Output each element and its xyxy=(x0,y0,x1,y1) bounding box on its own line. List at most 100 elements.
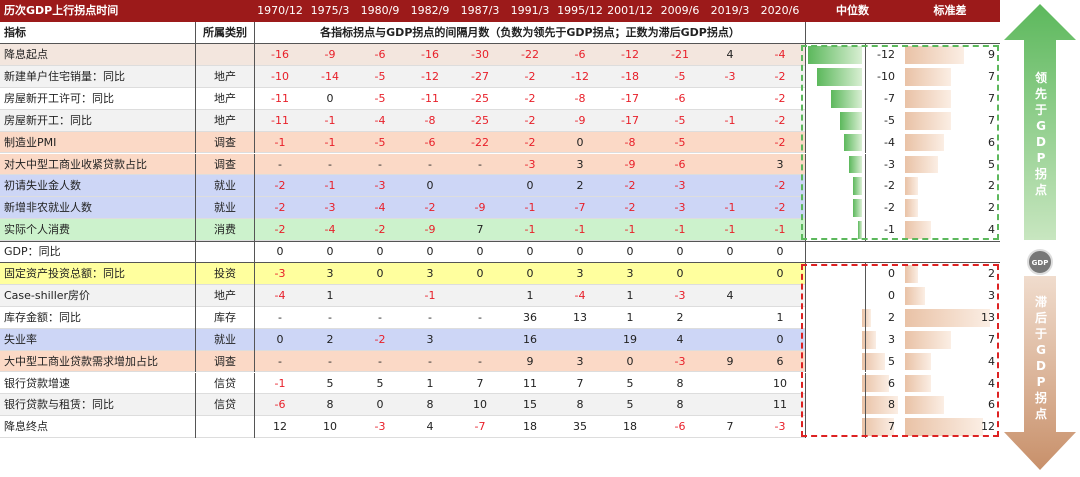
row-bg xyxy=(0,175,805,198)
row-bg xyxy=(0,65,805,88)
std-bar xyxy=(905,221,931,240)
median-bar xyxy=(862,374,889,393)
value-cell: 0 xyxy=(376,245,384,259)
value-cell xyxy=(455,329,505,351)
side-arrows: GDP xyxy=(1004,4,1076,470)
value-cell: - xyxy=(428,310,432,324)
value-cell xyxy=(705,154,755,176)
value-cell: -1 xyxy=(674,223,686,237)
period-header: 2001/12 xyxy=(607,4,653,17)
row-bg xyxy=(0,306,805,329)
std-bar xyxy=(905,396,944,415)
value-cell: -2 xyxy=(774,179,786,193)
stat-divider xyxy=(865,394,866,417)
period-header: 1980/9 xyxy=(360,4,400,17)
lead-label: 领先于GDP拐点 xyxy=(1034,71,1047,197)
std-bar xyxy=(905,133,944,152)
value-cell: 0 xyxy=(626,245,634,259)
value-cell: 4 xyxy=(726,288,734,302)
value-cell: 35 xyxy=(573,420,587,434)
stat-divider xyxy=(865,284,866,307)
value-cell: 12 xyxy=(273,420,287,434)
std-value: 12 xyxy=(981,420,995,434)
std-bar xyxy=(905,177,918,196)
value-cell: -17 xyxy=(621,91,639,105)
category-cell: 就业 xyxy=(195,328,255,351)
value-cell: 0 xyxy=(276,332,284,346)
row-bg xyxy=(0,219,805,242)
period-header: 1991/3 xyxy=(510,4,550,17)
std-value: 7 xyxy=(988,69,995,83)
value-cell: -3 xyxy=(274,267,286,280)
std-bar xyxy=(905,155,938,174)
value-cell: -10 xyxy=(271,69,289,83)
value-cell: -4 xyxy=(374,201,386,215)
value-cell: 5 xyxy=(326,376,334,390)
median-value: 0 xyxy=(888,267,895,280)
category-cell: 地产 xyxy=(195,65,255,88)
period-header: 1982/9 xyxy=(410,4,450,17)
indicator-name: 房屋新开工许可：同比 xyxy=(4,91,114,105)
row-bg xyxy=(0,131,805,154)
median-value: 8 xyxy=(888,398,895,412)
stat-border xyxy=(805,372,1000,395)
median-bar xyxy=(848,155,862,174)
row-bg xyxy=(0,328,805,351)
value-cell: 1 xyxy=(626,310,634,324)
row-bg xyxy=(0,87,805,110)
period-header: 1987/3 xyxy=(460,4,500,17)
value-cell: -1 xyxy=(724,201,736,215)
value-cell: -5 xyxy=(374,135,386,149)
value-cell: 16 xyxy=(523,332,537,346)
value-cell: -25 xyxy=(471,91,489,105)
stat-border xyxy=(805,284,1000,307)
value-cell: 8 xyxy=(576,398,584,412)
value-cell: -2 xyxy=(524,91,536,105)
value-cell: -6 xyxy=(674,91,686,105)
median-value: 6 xyxy=(888,376,895,390)
value-cell: 4 xyxy=(426,420,434,434)
indicator-name: 大中型工商业贷款需求增加占比 xyxy=(4,354,158,368)
median-bar xyxy=(844,133,862,152)
median-bar xyxy=(853,199,862,218)
value-cell: 18 xyxy=(523,420,537,434)
stat-divider xyxy=(865,175,866,198)
value-cell: -9 xyxy=(324,48,336,61)
median-value: 7 xyxy=(888,420,895,434)
value-cell: -11 xyxy=(271,113,289,127)
value-cell: 8 xyxy=(326,398,334,412)
value-cell: -4 xyxy=(274,288,286,302)
value-cell: -5 xyxy=(674,135,686,149)
value-cell: -3 xyxy=(724,69,736,83)
value-cell: -3 xyxy=(674,288,686,302)
category-cell xyxy=(195,241,255,263)
value-cell: 2 xyxy=(576,179,584,193)
value-cell: -1 xyxy=(724,223,736,237)
median-bar xyxy=(862,352,885,371)
value-cell: 0 xyxy=(776,267,784,280)
stat-divider xyxy=(865,87,866,110)
stat-divider xyxy=(865,328,866,351)
value-cell: 13 xyxy=(573,310,587,324)
value-cell: -8 xyxy=(574,91,586,105)
indicator-name: 库存金额：同比 xyxy=(4,310,81,324)
indicator-name: 失业率 xyxy=(4,332,37,346)
stat-border xyxy=(805,175,1000,198)
value-cell: 0 xyxy=(776,245,784,259)
value-cell: -3 xyxy=(674,354,686,368)
stat-border xyxy=(805,131,1000,154)
value-cell: -5 xyxy=(374,69,386,83)
value-cell: -4 xyxy=(574,288,586,302)
value-cell: -6 xyxy=(574,48,586,61)
stat-divider xyxy=(865,197,866,220)
value-cell: -11 xyxy=(421,91,439,105)
value-cell: - xyxy=(278,354,282,368)
median-bar xyxy=(808,46,862,64)
value-cell: 1 xyxy=(326,288,334,302)
value-cell: -2 xyxy=(624,201,636,215)
value-cell: 0 xyxy=(476,267,484,280)
std-value: 7 xyxy=(988,113,995,127)
median-value: 0 xyxy=(888,288,895,302)
std-header: 标准差 xyxy=(933,4,967,17)
stat-header-border xyxy=(805,22,1000,44)
